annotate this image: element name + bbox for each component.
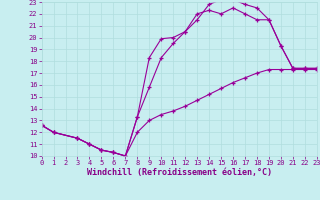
X-axis label: Windchill (Refroidissement éolien,°C): Windchill (Refroidissement éolien,°C) — [87, 168, 272, 177]
